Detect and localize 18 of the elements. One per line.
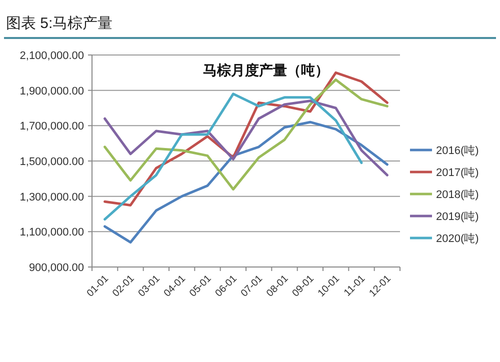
- chart-subtitle: 图表 5:马棕产量: [6, 15, 113, 32]
- line-series: [104, 78, 388, 191]
- legend-label: 2016(吨): [436, 144, 479, 157]
- legend-label: 2017(吨): [436, 166, 479, 179]
- legend-label: 2018(吨): [436, 188, 479, 201]
- y-tick-label: 900,000.00: [28, 262, 84, 274]
- line-series: [104, 100, 388, 176]
- text: 马棕月度产量（吨）: [203, 62, 329, 78]
- y-tick-label: 1,500,000.00: [20, 156, 84, 168]
- legend-label: 2019(吨): [436, 210, 479, 223]
- legend-label: 2020(吨): [436, 232, 479, 245]
- line-series: [104, 92, 363, 221]
- y-tick-label: 1,300,000.00: [20, 191, 84, 204]
- y-tick-label: 1,700,000.00: [20, 120, 84, 133]
- y-tick-label: 2,100,000.00: [20, 50, 84, 62]
- y-tick-label: 1,100,000.00: [20, 226, 84, 239]
- y-tick-label: 1,900,000.00: [20, 85, 84, 98]
- line-series: [104, 120, 388, 244]
